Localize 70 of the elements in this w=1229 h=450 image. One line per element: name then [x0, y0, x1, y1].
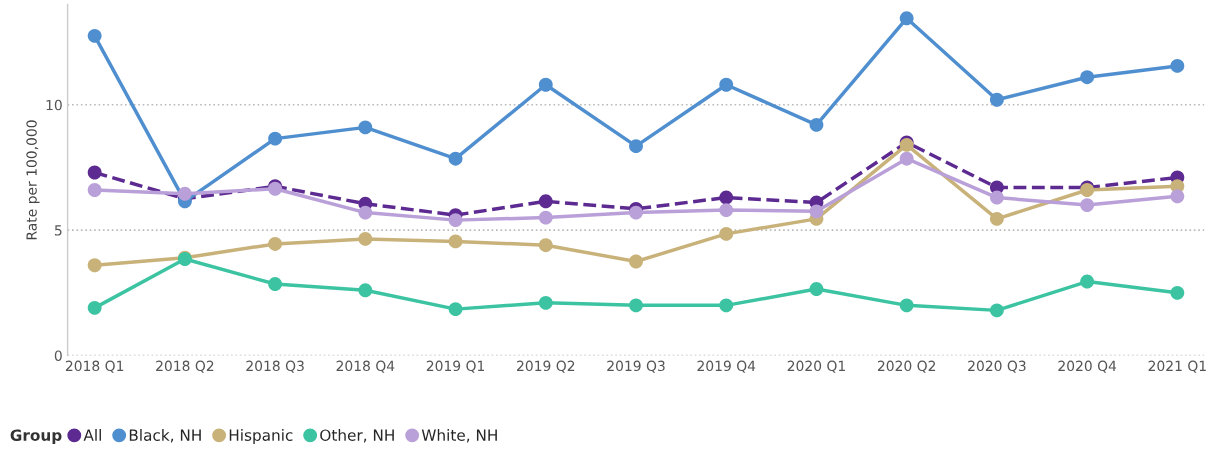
point: [989, 211, 1004, 226]
legend-title: Group: [10, 429, 62, 444]
point: [87, 28, 102, 43]
point: [899, 298, 914, 313]
x-tick-label: 2019 Q3: [607, 360, 665, 373]
point: [448, 234, 463, 249]
point: [719, 298, 734, 313]
point: [538, 77, 553, 92]
point: [538, 194, 553, 209]
point: [629, 139, 643, 154]
y-tick-label: 0: [54, 350, 62, 361]
x-tick-label: 2019 Q4: [697, 360, 756, 373]
point: [809, 204, 824, 219]
point: [989, 190, 1004, 205]
point: [358, 205, 373, 220]
point: [719, 203, 734, 218]
point: [989, 303, 1004, 318]
point: [1080, 70, 1095, 85]
x-tick-label: 2019 Q2: [517, 360, 575, 373]
point: [719, 226, 734, 241]
point: [629, 254, 643, 269]
point: [1170, 285, 1185, 300]
y-tick-label: 10: [46, 99, 62, 111]
point: [448, 213, 463, 228]
point: [899, 151, 914, 166]
point: [1170, 189, 1185, 204]
point: [538, 295, 553, 310]
point: [1080, 198, 1095, 213]
point: [87, 165, 102, 180]
x-tick-label: 2020 Q4: [1058, 360, 1117, 373]
point: [358, 231, 373, 246]
x-tick-label: 2018 Q3: [246, 360, 304, 373]
x-tick-label: 2021 Q1: [1148, 360, 1206, 373]
point: [719, 77, 734, 92]
point: [989, 92, 1004, 107]
x-tick-label: 2020 Q1: [787, 360, 845, 373]
legend-label: Black, NH: [129, 429, 201, 443]
legend-label: Hispanic: [229, 429, 293, 444]
x-tick-label: 2020 Q2: [877, 360, 936, 373]
point: [809, 282, 824, 297]
point: [87, 183, 102, 197]
x-tick-label: 2018 Q1: [65, 360, 124, 373]
point: [268, 131, 283, 146]
legend-label: All: [83, 429, 101, 441]
legend-label: White, NH: [421, 429, 497, 443]
x-tick-label: 2018 Q2: [156, 360, 214, 373]
y-tick-label: 5: [54, 225, 62, 236]
point: [899, 11, 914, 26]
point: [719, 190, 734, 205]
point: [809, 117, 824, 132]
point: [629, 298, 643, 313]
x-tick-label: 2018 Q4: [336, 360, 395, 373]
point: [448, 151, 463, 166]
point: [87, 300, 102, 315]
point: [358, 120, 373, 135]
point: [448, 302, 463, 317]
point: [358, 283, 373, 298]
point: [268, 277, 283, 291]
point: [268, 236, 283, 251]
legend-label: Other, NH: [320, 429, 394, 443]
point: [177, 186, 192, 201]
point: [1080, 274, 1095, 289]
point: [87, 258, 102, 273]
point: [629, 205, 643, 220]
x-tick-label: 2020 Q3: [968, 360, 1026, 373]
point: [538, 238, 553, 253]
y-axis-title: Rate per 100,000: [26, 120, 40, 240]
x-tick-label: 2019 Q1: [426, 360, 485, 373]
point: [538, 210, 553, 225]
point: [1170, 58, 1185, 73]
